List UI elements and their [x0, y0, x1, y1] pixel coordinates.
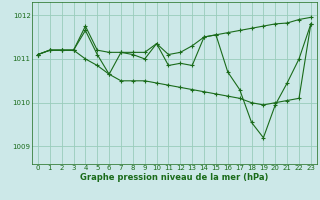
X-axis label: Graphe pression niveau de la mer (hPa): Graphe pression niveau de la mer (hPa)	[80, 173, 268, 182]
